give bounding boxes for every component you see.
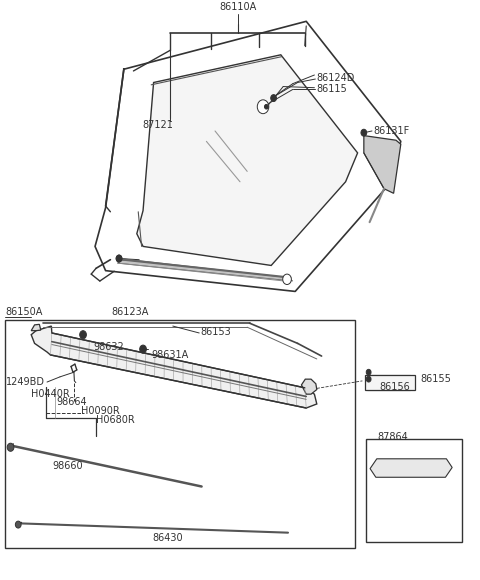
Polygon shape [301, 379, 317, 394]
Text: 86153: 86153 [201, 327, 231, 337]
Circle shape [257, 100, 269, 114]
Text: 86124D: 86124D [317, 73, 355, 83]
Bar [5, 320, 355, 548]
Text: 98664: 98664 [57, 397, 87, 407]
Text: 98660: 98660 [53, 461, 84, 471]
Bar [366, 438, 462, 542]
Circle shape [366, 376, 371, 382]
Text: 87864: 87864 [377, 432, 408, 442]
Polygon shape [31, 324, 41, 331]
Circle shape [361, 129, 367, 136]
Circle shape [7, 443, 14, 451]
Text: 86430: 86430 [153, 533, 183, 543]
Text: 86155: 86155 [420, 374, 451, 384]
Circle shape [116, 255, 122, 262]
Circle shape [116, 255, 122, 262]
Polygon shape [364, 136, 401, 193]
Polygon shape [370, 459, 452, 477]
Polygon shape [137, 55, 358, 266]
Text: 87121: 87121 [142, 120, 173, 130]
Bar [365, 375, 415, 390]
Polygon shape [118, 259, 293, 281]
Text: 86123A: 86123A [111, 307, 149, 317]
Circle shape [140, 345, 146, 353]
Circle shape [366, 369, 371, 375]
Polygon shape [31, 326, 317, 408]
Text: 98632: 98632 [94, 342, 124, 353]
Circle shape [283, 274, 291, 285]
Text: H0440R: H0440R [31, 389, 70, 398]
Text: 86110A: 86110A [219, 2, 256, 12]
Circle shape [15, 521, 21, 528]
Text: 98631A: 98631A [151, 350, 189, 360]
Circle shape [271, 95, 276, 102]
Text: H0680R: H0680R [96, 415, 135, 425]
Text: 86115: 86115 [317, 84, 348, 94]
Text: H0090R: H0090R [81, 406, 120, 416]
Circle shape [80, 331, 86, 339]
Text: 1249BD: 1249BD [6, 377, 45, 387]
Text: 86156: 86156 [379, 382, 410, 392]
Text: 86150A: 86150A [6, 307, 43, 317]
Circle shape [264, 104, 268, 109]
Text: 86131F: 86131F [373, 126, 410, 136]
